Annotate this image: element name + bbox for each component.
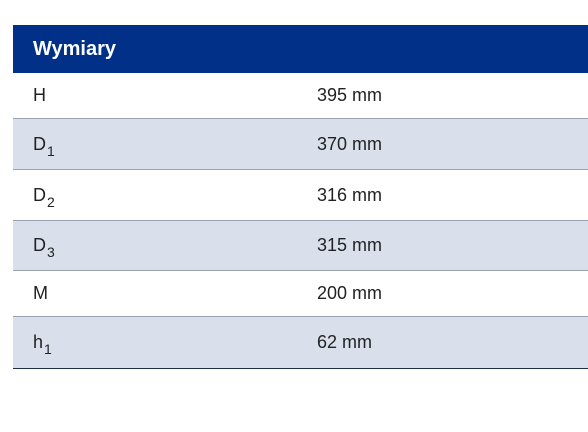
dimension-value: 395 mm: [317, 85, 383, 105]
table-row: H 395 mm: [13, 73, 588, 119]
dimension-value: 316 mm: [317, 184, 383, 205]
dimension-symbol: D1: [33, 133, 55, 159]
dimensions-table: Wymiary H 395 mm D1 370 mm D2 316 mm D3 …: [13, 25, 588, 369]
dimension-symbol: M: [33, 283, 48, 303]
dimension-value: 62 mm: [317, 332, 373, 352]
table-header: Wymiary: [13, 25, 588, 73]
table-row: D3 315 mm: [13, 221, 588, 271]
dimension-symbol: D2: [33, 184, 55, 210]
table-row: D1 370 mm: [13, 119, 588, 170]
dimension-value: 370 mm: [317, 133, 383, 154]
dimension-symbol: D3: [33, 235, 55, 260]
table-row: M 200 mm: [13, 271, 588, 317]
dimension-symbol: h1: [33, 332, 52, 357]
table-row: D2 316 mm: [13, 170, 588, 221]
dimension-value: 315 mm: [317, 235, 383, 255]
table-title: Wymiary: [33, 37, 117, 60]
table-row: h1 62 mm: [13, 317, 588, 369]
dimension-symbol: H: [33, 85, 46, 105]
dimension-value: 200 mm: [317, 283, 383, 303]
